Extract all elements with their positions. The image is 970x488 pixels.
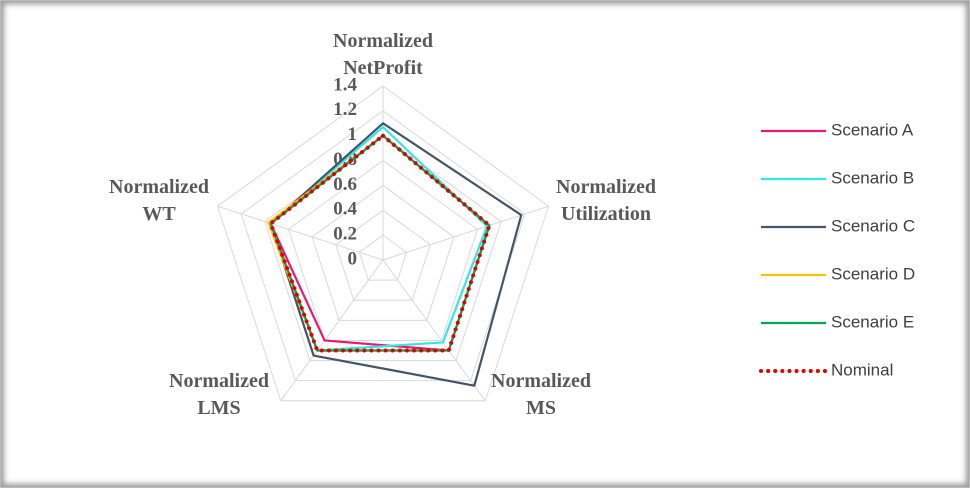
series-line xyxy=(269,134,491,352)
spoke xyxy=(280,259,384,402)
axis-label: Normalized LMS xyxy=(169,370,269,419)
grid-ring xyxy=(311,184,455,321)
legend-label: Scenario D xyxy=(831,264,915,283)
tick-label: 0.2 xyxy=(333,224,357,245)
legend-label: Scenario B xyxy=(831,168,914,187)
axis-label: Normalized NetProfit xyxy=(333,30,433,79)
grid-ring xyxy=(335,209,431,301)
axis-label: Normalized MS xyxy=(491,370,591,419)
spoke xyxy=(382,259,486,402)
legend-label: Scenario C xyxy=(831,216,915,235)
tick-label: 0.6 xyxy=(333,174,357,195)
spoke xyxy=(217,205,384,261)
axis-label: Normalized WT xyxy=(109,176,209,225)
axis-label: Normalized Utilization xyxy=(556,176,656,225)
grid-ring xyxy=(264,135,502,362)
tick-label: 0 xyxy=(348,248,358,269)
series-line xyxy=(268,133,492,353)
spoke xyxy=(382,205,549,261)
legend-label: Scenario A xyxy=(831,120,914,139)
grid-ring xyxy=(240,110,526,382)
grid-ring xyxy=(216,85,550,402)
legend-label: Nominal xyxy=(831,360,893,379)
tick-label: 1.4 xyxy=(333,74,357,95)
tick-label: 0.4 xyxy=(333,199,357,220)
legend-label: Scenario E xyxy=(831,312,914,331)
grid-ring xyxy=(358,234,408,281)
grid-ring xyxy=(287,159,479,341)
tick-label: 1 xyxy=(348,124,358,145)
series-line xyxy=(269,134,491,352)
tick-label: 1.2 xyxy=(333,99,357,120)
